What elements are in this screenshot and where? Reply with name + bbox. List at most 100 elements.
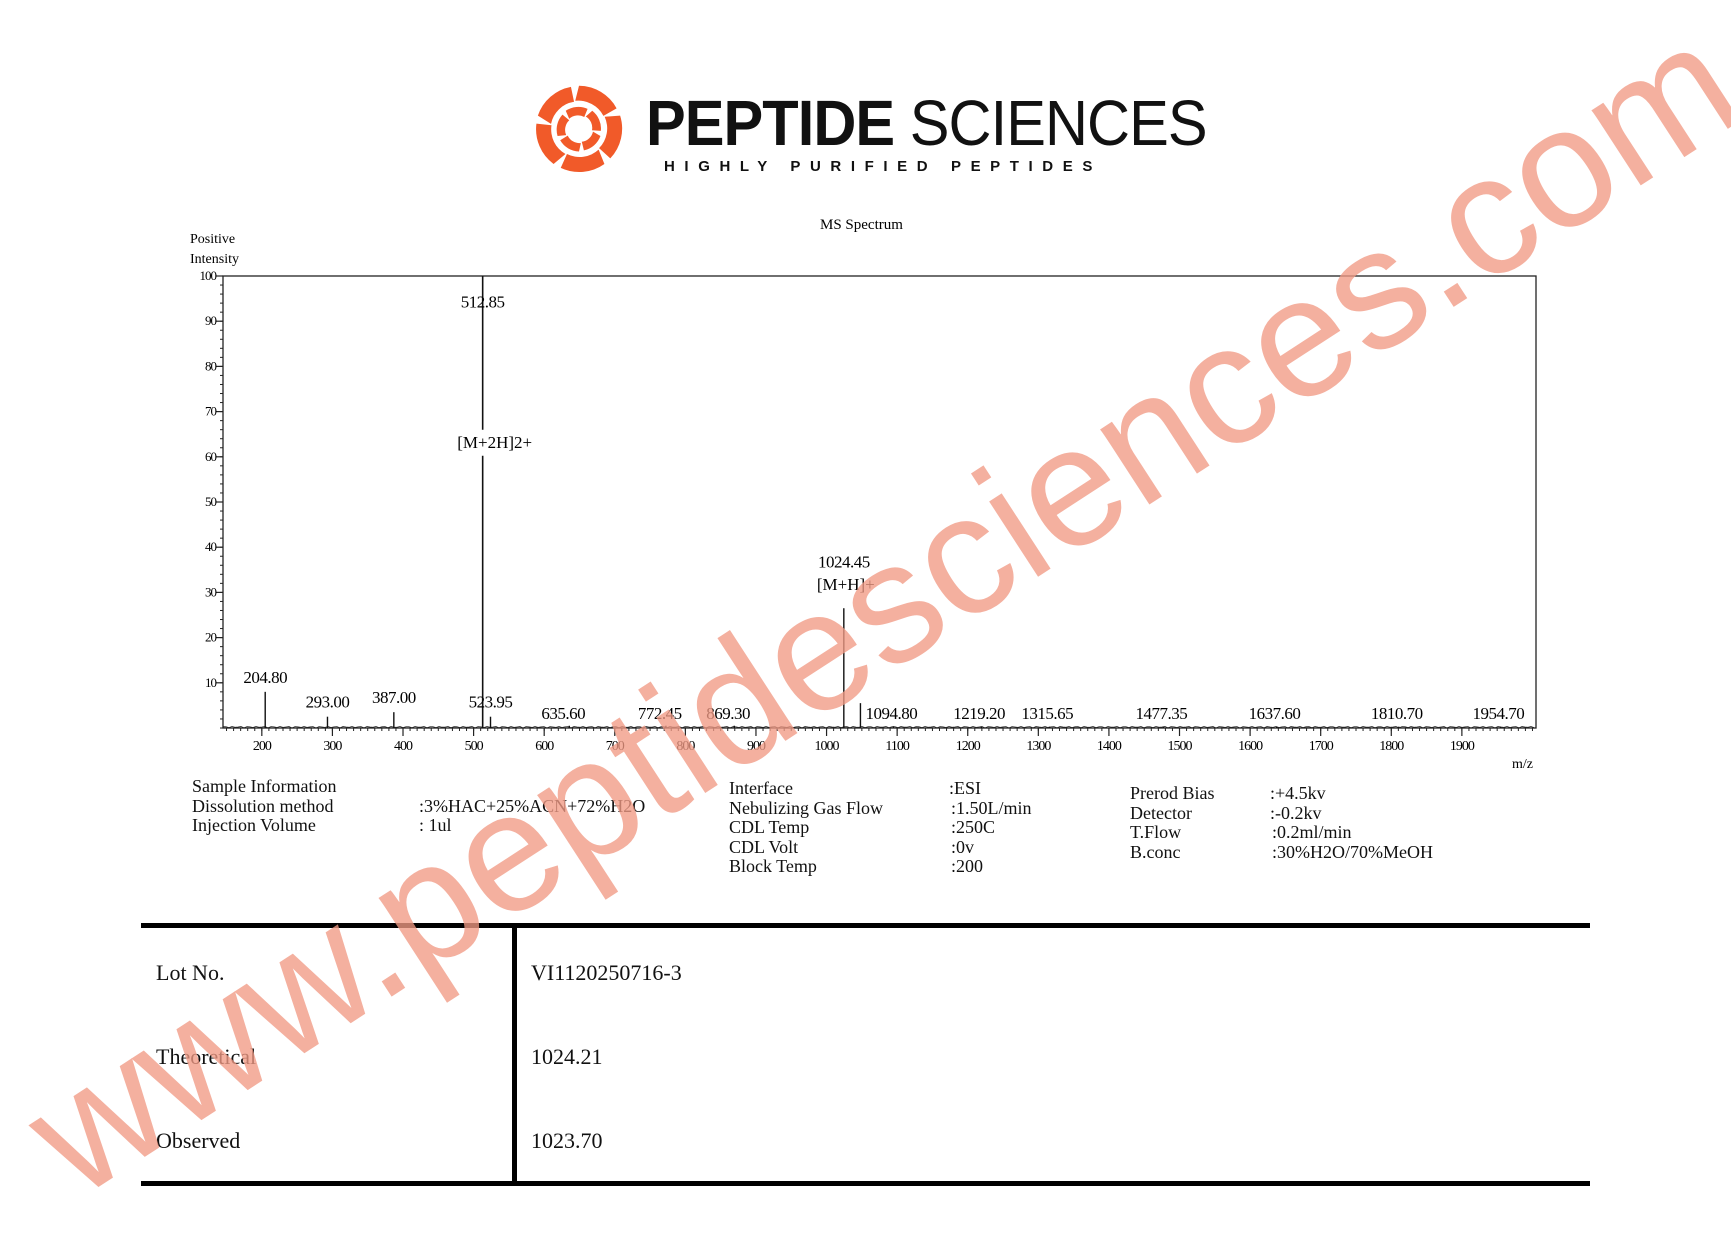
- info-value: :+4.5kv: [1270, 783, 1326, 803]
- x-tick-label: 1500: [1168, 739, 1193, 754]
- info-label: CDL Volt: [729, 836, 799, 857]
- table-bottom-border: [141, 1181, 1590, 1186]
- y-tick-label: 90: [205, 313, 217, 328]
- y-tick-label: 40: [205, 539, 217, 554]
- peak-label: 1315.65: [1021, 704, 1073, 723]
- info-value: :250C: [951, 817, 996, 837]
- sample-info-row: Injection Volume : 1ul: [192, 815, 452, 836]
- info-label: Block Temp: [729, 856, 817, 876]
- peak-label: 869.30: [706, 704, 750, 723]
- info-label: Interface: [729, 778, 793, 798]
- y-tick-label: 10: [205, 675, 217, 690]
- info-label: T.Flow: [1130, 822, 1182, 842]
- sample-info: Sample Information Dissolution method:3%…: [192, 776, 645, 836]
- y-tick-label: 50: [205, 494, 217, 509]
- y-tick-label: 20: [205, 630, 217, 645]
- brand-name-regular: SCIENCES: [909, 87, 1208, 159]
- peak-label: 293.00: [306, 693, 350, 712]
- y-axis-label: Positive: [190, 232, 235, 247]
- info-label: Prerod Bias: [1130, 783, 1215, 803]
- brand-name: PEPTIDE SCIENCES: [646, 86, 1208, 160]
- info-value: : 1ul: [419, 815, 452, 835]
- detector-row: Prerod Bias :+4.5kv: [1130, 783, 1326, 804]
- y-tick-label: 100: [200, 268, 217, 283]
- x-tick-label: 1000: [815, 739, 840, 754]
- x-tick-label: 1100: [885, 739, 909, 754]
- table-top-border: [141, 923, 1590, 928]
- x-tick-label: 1800: [1379, 739, 1404, 754]
- x-tick-label: 800: [676, 739, 695, 754]
- peak-label: 1954.70: [1472, 704, 1524, 723]
- plot-frame: [222, 275, 1537, 729]
- y-axis-label: Intensity: [190, 252, 239, 267]
- y-tick-label: 30: [205, 584, 217, 599]
- info-value: :30%H2O/70%MeOH: [1272, 841, 1433, 862]
- y-tick-label: 80: [205, 358, 217, 373]
- table-row-label: Lot No.: [156, 960, 225, 985]
- brand-name-bold: PEPTIDE: [646, 87, 895, 159]
- x-tick-label: 1900: [1450, 739, 1475, 754]
- x-tick-label: 200: [253, 739, 272, 754]
- info-value: :200: [951, 856, 984, 876]
- x-tick-label: 1600: [1238, 739, 1263, 754]
- x-tick-label: 1300: [1026, 739, 1051, 754]
- x-tick-label: 1400: [1097, 739, 1122, 754]
- info-label: Injection Volume: [192, 815, 316, 835]
- peak-label: 512.85: [461, 293, 505, 312]
- peak-annotation: [M+2H]2+: [457, 433, 532, 452]
- peak-label: 1024.45: [818, 553, 870, 572]
- brand-logo-icon: [536, 85, 623, 173]
- table-row-label: Observed: [156, 1128, 241, 1153]
- table-divider: [512, 923, 517, 1186]
- peak-label: 387.00: [372, 688, 416, 707]
- brand-tagline: HIGHLY PURIFIED PEPTIDES: [664, 158, 1102, 175]
- info-value: :0.2ml/min: [1272, 822, 1352, 842]
- baseline-noise: [222, 726, 1535, 729]
- x-tick-label: 1700: [1309, 739, 1334, 754]
- x-tick-label: 500: [465, 739, 484, 754]
- ms-spectrum-chart: MS Spectrum Positive Intensity m/z 10 20 30 40 5…: [190, 217, 1537, 772]
- peak-label: 523.95: [469, 693, 513, 712]
- peak-label: 1810.70: [1371, 704, 1423, 723]
- peak-label: 1219.20: [953, 704, 1005, 723]
- info-label: CDL Temp: [729, 817, 810, 837]
- table-row-value: 1024.21: [531, 1044, 603, 1069]
- peak-label: 204.80: [243, 668, 287, 687]
- sample-info-heading: Sample Information: [192, 776, 337, 796]
- chart-title: MS Spectrum: [820, 217, 903, 233]
- detector-row: T.Flow :0.2ml/min: [1130, 822, 1352, 843]
- x-tick-label: 400: [394, 739, 413, 754]
- table-row-label: Theoretical: [156, 1044, 257, 1069]
- peak-label: 1477.35: [1136, 704, 1188, 723]
- peak-label: 635.60: [541, 704, 585, 723]
- info-label: B.conc: [1130, 841, 1181, 862]
- table-row-value: 1023.70: [531, 1128, 603, 1153]
- info-value: :ESI: [949, 778, 982, 798]
- info-label: Detector: [1130, 802, 1192, 823]
- instrument-row: CDL Temp :250C: [729, 817, 995, 838]
- x-tick-label: 700: [606, 739, 625, 754]
- info-value: :3%HAC+25%ACN+72%H2O: [419, 795, 646, 816]
- peak-label: 772.45: [638, 704, 682, 723]
- instrument-row: Interface :ESI: [729, 778, 981, 799]
- info-value: :1.50L/min: [951, 797, 1032, 818]
- x-tick-label: 300: [323, 739, 342, 754]
- detector-row: Detector :-0.2kv: [1130, 802, 1322, 824]
- instrument-info: Interface :ESI Nebulizing Gas Flow :1.50L/…: [729, 778, 1032, 877]
- instrument-row: CDL Volt :0v: [729, 836, 974, 858]
- x-tick-label: 1200: [956, 739, 981, 754]
- detector-info: Prerod Bias :+4.5kv Detector :-0.2kv T.Flo…: [1130, 783, 1433, 862]
- peak-annotation: [M+H]+: [817, 575, 875, 594]
- x-axis-label: m/z: [1512, 757, 1533, 772]
- sample-info-row: Dissolution method:3%HAC+25%ACN+72%H2O: [192, 796, 645, 817]
- info-label: Nebulizing Gas Flow: [729, 797, 883, 818]
- y-tick-label: 70: [205, 404, 217, 419]
- x-tick-label: 900: [747, 739, 766, 754]
- instrument-row: Block Temp :200: [729, 856, 983, 877]
- table-row-value: VI1120250716-3: [531, 960, 682, 985]
- instrument-row: Nebulizing Gas Flow :1.50L/min: [729, 797, 1032, 819]
- peak-label: 1094.80: [865, 704, 917, 723]
- y-tick-label: 60: [205, 449, 217, 464]
- info-value: :0v: [951, 836, 975, 857]
- info-value: :-0.2kv: [1270, 802, 1322, 823]
